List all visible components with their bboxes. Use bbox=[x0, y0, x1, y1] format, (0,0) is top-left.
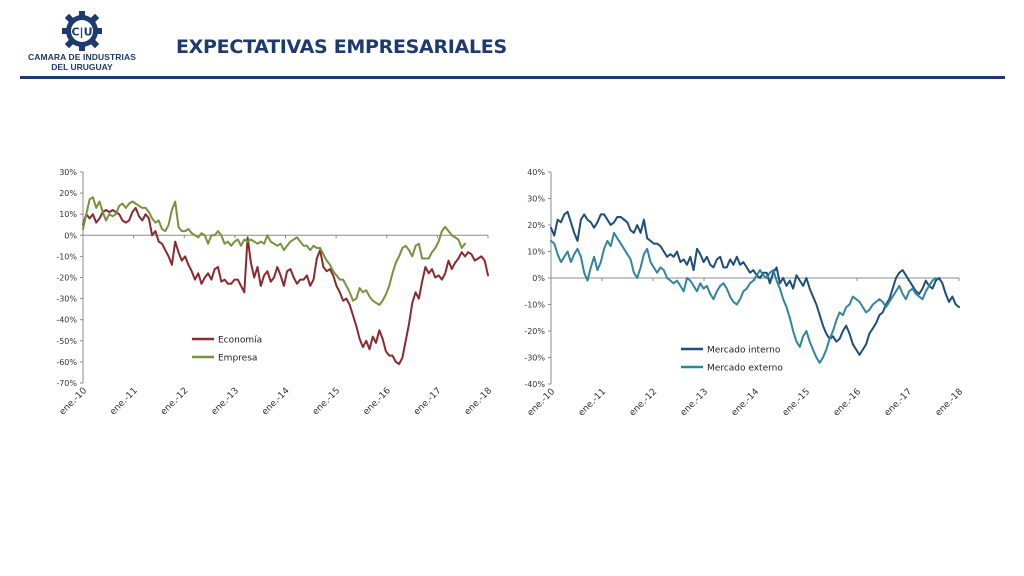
x-tick-label: ene.-13 bbox=[210, 386, 241, 417]
legend-label: Mercado externo bbox=[707, 364, 783, 374]
x-tick-label: ene.-12 bbox=[159, 386, 190, 417]
y-tick-label: 10% bbox=[59, 210, 77, 219]
series-line-0 bbox=[82, 206, 489, 365]
y-tick-label: 40% bbox=[527, 168, 545, 177]
x-tick-label: ene.-15 bbox=[781, 387, 812, 418]
x-tick-label: ene.-14 bbox=[260, 386, 292, 418]
y-tick-label: -10% bbox=[524, 301, 545, 310]
y-tick-label: 20% bbox=[59, 189, 77, 198]
legend-label: Mercado interno bbox=[707, 346, 781, 356]
y-tick-label: -10% bbox=[56, 252, 77, 261]
logo-text: C|U bbox=[71, 26, 92, 39]
logo: C|U CAMARA DE INDUSTRIAS DEL URUGUAY bbox=[22, 8, 142, 80]
x-tick-label: ene.-18 bbox=[934, 387, 966, 419]
page-title: EXPECTATIVAS EMPRESARIALES bbox=[176, 36, 507, 58]
y-tick-label: -50% bbox=[56, 337, 77, 346]
y-tick-label: -20% bbox=[56, 274, 77, 283]
y-tick-label: -60% bbox=[56, 358, 77, 367]
x-tick-label: ene.-16 bbox=[832, 387, 864, 419]
y-tick-label: -30% bbox=[56, 295, 77, 304]
legend-label: Empresa bbox=[218, 354, 257, 364]
legend-label: Economía bbox=[218, 336, 262, 346]
x-tick-label: ene.-16 bbox=[362, 386, 394, 418]
y-tick-label: 0% bbox=[532, 274, 545, 283]
x-tick-label: ene.-11 bbox=[108, 386, 139, 417]
x-tick-label: ene.-12 bbox=[628, 387, 659, 418]
y-tick-label: 20% bbox=[527, 221, 545, 230]
y-tick-label: 30% bbox=[527, 195, 545, 204]
series-line-1 bbox=[550, 231, 937, 364]
series-line-1 bbox=[82, 196, 466, 306]
y-tick-label: -20% bbox=[524, 327, 545, 336]
chart-economia-empresa: 30% 20% 10% 0% -10% -20% -30% -40% -50% -60% -70% e… bbox=[20, 160, 500, 450]
y-tick-label: -70% bbox=[56, 379, 77, 388]
y-tick-label: -40% bbox=[524, 380, 545, 389]
x-tick-label: ene.-17 bbox=[883, 387, 914, 418]
x-tick-label: ene.-13 bbox=[679, 387, 710, 418]
y-tick-label: -30% bbox=[524, 354, 545, 363]
chart-economia-empresa-svg: 30%20%10%0%-10%-20%-30%-40%-50%-60%-70%e… bbox=[56, 168, 495, 418]
x-tick-label: ene.-10 bbox=[58, 386, 90, 418]
x-tick-label: ene.-18 bbox=[463, 386, 495, 418]
series-line-0 bbox=[550, 210, 960, 356]
org-name-line2: DEL URUGUAY bbox=[51, 62, 113, 72]
chart-mercados-svg: 40% 30% 20% 10% 0% -10% -20% -30% -40%ene.-10 ene… bbox=[524, 168, 966, 419]
y-tick-label: -40% bbox=[56, 316, 77, 325]
title-divider bbox=[20, 76, 1005, 79]
x-tick-label: ene.-15 bbox=[311, 386, 342, 417]
x-tick-label: ene.-17 bbox=[412, 386, 443, 417]
x-tick-label: ene.-11 bbox=[577, 387, 608, 418]
org-name-line1: CAMARA DE INDUSTRIAS bbox=[28, 52, 136, 62]
y-tick-label: 10% bbox=[527, 248, 545, 257]
y-tick-label: 0% bbox=[64, 231, 77, 240]
y-tick-label: 30% bbox=[59, 168, 77, 177]
gear-logo-icon: C|U bbox=[62, 11, 102, 51]
chart-mercados: 40% 30% 20% 10% 0% -10% -20% -30% -40% ene.-10 ene… bbox=[508, 160, 978, 450]
x-tick-label: ene.-10 bbox=[526, 387, 558, 419]
x-tick-label: ene.-14 bbox=[730, 387, 762, 419]
